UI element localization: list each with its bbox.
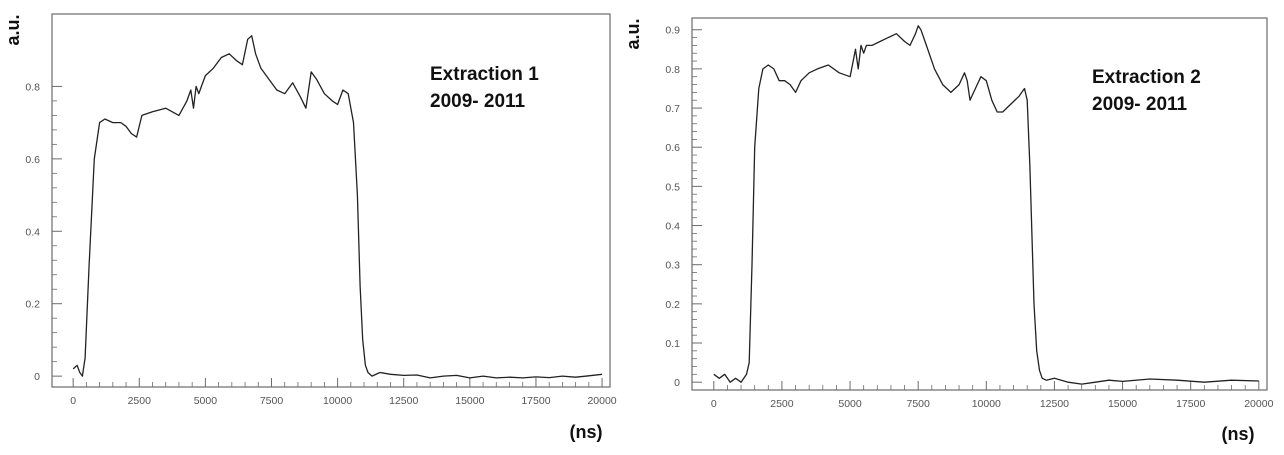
x-tick-label: 15000: [1108, 398, 1137, 410]
x-tick-label: 0: [70, 395, 76, 407]
chart-panel-1: 0 2500 5000 7500 10000 12500 15000 17500 20000 0 0…: [3, 13, 617, 442]
y-tick-label: 0.7: [665, 103, 680, 115]
x-tick-label: 12500: [389, 395, 418, 407]
y-tick-label: 0.5: [665, 181, 680, 193]
y-tick-label: 0.2: [665, 299, 680, 311]
y-tick-label: 0: [674, 377, 680, 389]
x-tick-label: 10000: [323, 395, 352, 407]
x-tick-label: 20000: [587, 395, 616, 407]
y-tick-label: 0.6: [665, 142, 680, 154]
annotation-line: Extraction 2: [1092, 67, 1201, 88]
x-axis-label: (ns): [570, 422, 603, 442]
y-tick-label: 0.3: [665, 260, 680, 272]
plot-frame: [691, 17, 1268, 391]
y-tick-label: 0.9: [665, 25, 680, 37]
annotation-line: 2009- 2011: [430, 91, 526, 112]
plot-frame: [51, 13, 611, 388]
y-tick-label: 0.8: [665, 64, 680, 76]
y-tick-label: 0.8: [25, 81, 40, 93]
annotation-line: 2009- 2011: [1092, 94, 1188, 115]
y-tick-label: 0.6: [25, 154, 40, 166]
y-axis-label: a.u.: [623, 18, 643, 49]
y-tick-label: 0.4: [665, 221, 680, 233]
x-tick-label: 0: [711, 398, 717, 410]
x-tick-label: 17500: [1176, 398, 1205, 410]
x-tick-label: 5000: [194, 395, 218, 407]
x-tick-label: 15000: [455, 395, 484, 407]
x-tick-label: 2500: [770, 398, 794, 410]
x-tick-label: 5000: [838, 398, 862, 410]
y-tick-label: 0.4: [25, 226, 40, 238]
y-tick-label: 0.1: [665, 338, 680, 350]
chart-panel-2: 0 2500 5000 7500 10000 12500 15000 17500 20000 0 0…: [623, 17, 1274, 444]
y-tick-label: 0.2: [25, 299, 40, 311]
x-tick-label: 7500: [260, 395, 284, 407]
annotation-line: Extraction 1: [430, 64, 539, 85]
x-tick-label: 20000: [1244, 398, 1273, 410]
y-tick-label: 0: [34, 371, 40, 383]
x-axis-label: (ns): [1222, 424, 1255, 444]
x-tick-label: 12500: [1040, 398, 1069, 410]
x-tick-label: 2500: [128, 395, 152, 407]
x-tick-label: 17500: [521, 395, 550, 407]
series-line: [72, 35, 603, 379]
x-tick-label: 7500: [907, 398, 931, 410]
y-axis-label: a.u.: [3, 14, 23, 45]
x-tick-label: 10000: [972, 398, 1001, 410]
series-line: [713, 25, 1259, 385]
